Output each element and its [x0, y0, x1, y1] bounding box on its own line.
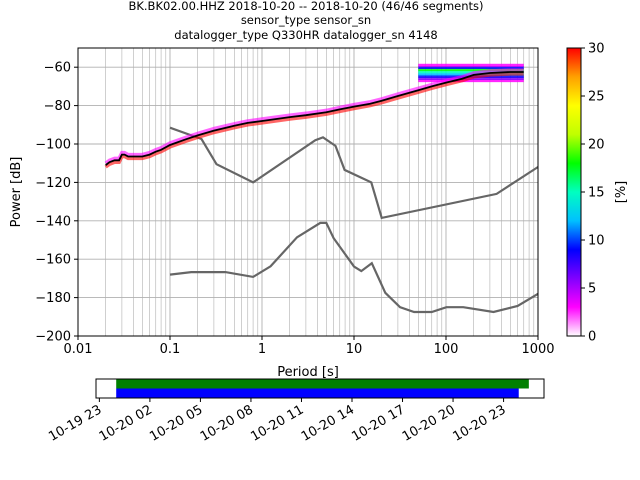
x-tick-label: 1	[258, 342, 266, 357]
timeline-tick-label: 10-20 08	[198, 402, 256, 444]
x-tick-label: 0.01	[64, 342, 93, 357]
timeline	[116, 379, 529, 398]
colorbar-tick-label: 30	[588, 42, 605, 57]
y-tick-label: −200	[35, 330, 71, 345]
timeline-frame	[95, 378, 545, 399]
grid	[77, 48, 538, 337]
timeline-tick-label: 10-20 05	[147, 402, 205, 444]
y-tick-label: −100	[35, 138, 71, 153]
timeline-tick-label: 10-20 20	[400, 402, 458, 444]
colorbar-label: [%]	[614, 181, 629, 204]
x-tick-label: 1000	[521, 342, 554, 357]
y-tick-label: −180	[35, 291, 71, 306]
colorbar-tick-label: 0	[588, 330, 596, 345]
psd-spread-band	[418, 79, 524, 83]
y-tick-label: −120	[35, 176, 71, 191]
y-tick-label: −140	[35, 214, 71, 229]
plot-area	[104, 63, 538, 314]
chart-title-line3: datalogger_type Q330HR datalogger_sn 414…	[174, 28, 437, 42]
timeline-bar	[116, 379, 529, 389]
y-tick-label: −60	[44, 61, 71, 76]
psd-halo-upper	[104, 68, 524, 165]
colorbar	[566, 47, 582, 337]
y-tick-label: −160	[35, 253, 71, 268]
nlnm-curve	[169, 221, 538, 314]
psd-spread-band	[418, 63, 524, 67]
chart-title-line1: BK.BK02.00.HHZ 2018-10-20 -- 2018-10-20 …	[128, 0, 483, 13]
colorbar-tick-label: 20	[588, 138, 605, 153]
timeline-bar	[116, 388, 519, 398]
plot-frame	[77, 47, 539, 337]
timeline-tick-label: 10-20 14	[299, 402, 357, 444]
colorbar-tick-label: 5	[588, 282, 596, 297]
nhnm-curve	[169, 126, 538, 220]
timeline-tick-label: 10-20 17	[349, 402, 407, 444]
psd-spread-band	[418, 70, 524, 74]
x-tick-label: 100	[434, 342, 459, 357]
timeline-tick-label: 10-20 23	[450, 402, 508, 444]
psd-halo-lower	[104, 72, 524, 169]
y-axis-label: Power [dB]	[9, 157, 24, 228]
colorbar-tick-label: 25	[588, 90, 605, 105]
psd-spread-band	[418, 65, 524, 69]
timeline-tick-label: 10-20 11	[248, 402, 306, 444]
x-axis-label: Period [s]	[277, 365, 339, 380]
colorbar-tick-label: 15	[588, 186, 605, 201]
x-tick-label: 10	[346, 342, 363, 357]
psd-mode-line	[105, 71, 524, 166]
x-tick-label: 0.1	[160, 342, 181, 357]
colorbar-tick-label: 10	[588, 234, 605, 249]
psd-spread-band	[418, 68, 524, 72]
colorbar-axis: 0 5 10 15 20 25 30	[581, 42, 605, 345]
timeline-tick-label: 10-19 23	[46, 402, 104, 444]
timeline-tick-label: 10-20 02	[97, 402, 155, 444]
y-tick-label: −80	[44, 99, 71, 114]
axes: 0.01 0.1 1 10 100 1000 −200 −180 −160 −140 −120 −10…	[35, 61, 554, 357]
chart-title-line2: sensor_type sensor_sn	[241, 13, 371, 27]
